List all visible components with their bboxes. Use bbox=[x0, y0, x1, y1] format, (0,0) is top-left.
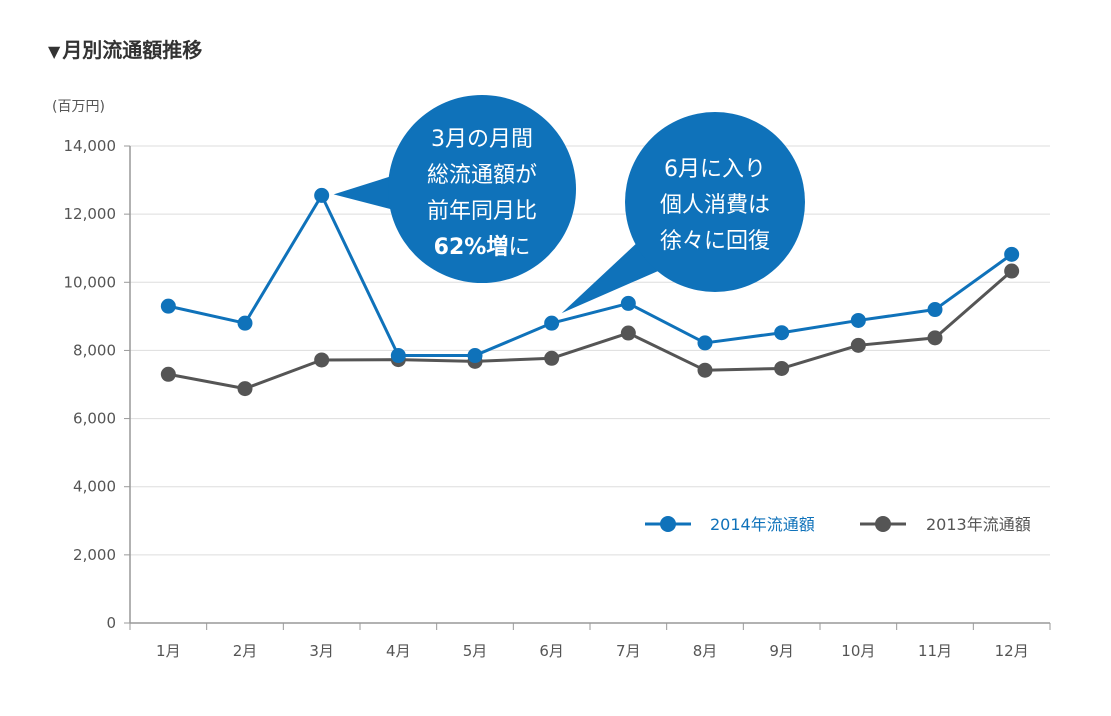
x-tick-label: 12月 bbox=[995, 642, 1029, 660]
y-tick-labels: 0 2,000 4,000 6,000 8,000 10,000 12,000 14,000 bbox=[64, 137, 117, 632]
bubble-tail bbox=[561, 240, 665, 314]
data-point bbox=[160, 298, 176, 314]
series-group bbox=[160, 187, 1020, 397]
bubble-circle bbox=[625, 112, 805, 292]
legend-label: 2013年流通額 bbox=[926, 515, 1031, 534]
y-tick-label: 4,000 bbox=[73, 478, 116, 496]
data-point bbox=[620, 295, 636, 311]
bubble-circle bbox=[388, 95, 576, 283]
bubble-text-line: 3月の月間 bbox=[431, 127, 533, 152]
x-tick-labels: 1月 2月 3月 4月 5月 6月 7月 8月 9月 10月 11月 12月 bbox=[156, 642, 1029, 660]
x-tick-label: 2月 bbox=[233, 642, 258, 660]
data-point bbox=[1004, 246, 1020, 262]
bubble-text-line: 62%増に bbox=[434, 234, 531, 260]
series-1 bbox=[160, 187, 1020, 364]
bubble-text-line: 総流通額が bbox=[427, 163, 537, 188]
data-point bbox=[467, 348, 483, 364]
data-point bbox=[697, 362, 713, 378]
bubble-text-line: 個人消費は bbox=[660, 193, 770, 218]
x-tick-label: 6月 bbox=[539, 642, 564, 660]
data-point bbox=[314, 352, 330, 368]
grid-lines bbox=[130, 145, 1050, 556]
data-point bbox=[774, 325, 790, 341]
legend-label: 2014年流通額 bbox=[710, 515, 815, 534]
data-point bbox=[544, 315, 560, 331]
x-tick-label: 11月 bbox=[918, 642, 952, 660]
data-point bbox=[544, 350, 560, 366]
series-line bbox=[168, 193, 1013, 358]
bubble-text-line: 6月に入り bbox=[664, 157, 766, 182]
x-tick-label: 8月 bbox=[693, 642, 718, 660]
legend-item-2: 2013年流通額 bbox=[860, 515, 1031, 534]
chart-title: 月別流通額推移 bbox=[62, 38, 203, 62]
x-tick-label: 1月 bbox=[156, 642, 181, 660]
y-tick-label: 12,000 bbox=[64, 205, 117, 223]
x-tick-label: 3月 bbox=[309, 642, 334, 660]
chart-heading: ▼ 月別流通額推移 bbox=[48, 34, 202, 63]
data-point bbox=[237, 381, 253, 397]
bubble-text-line: 前年同月比 bbox=[427, 199, 537, 224]
triangle-down-icon: ▼ bbox=[48, 42, 61, 61]
y-tick-label: 14,000 bbox=[64, 137, 117, 155]
x-tick-label: 10月 bbox=[841, 642, 875, 660]
legend: 2014年流通額 2013年流通額 bbox=[645, 515, 1031, 534]
bubble-text-rest: に bbox=[508, 235, 530, 260]
y-tick-label: 6,000 bbox=[73, 410, 116, 428]
data-point bbox=[927, 330, 943, 346]
bubble-text-line: 徐々に回復 bbox=[660, 229, 770, 254]
data-point bbox=[1004, 263, 1020, 279]
x-tick-label: 9月 bbox=[769, 642, 794, 660]
y-tick-label: 2,000 bbox=[73, 546, 116, 564]
y-tick-label: 0 bbox=[106, 614, 116, 632]
data-point bbox=[237, 315, 253, 331]
bubble-bold-text: 62%増 bbox=[434, 234, 509, 260]
legend-marker bbox=[875, 516, 891, 532]
axes bbox=[124, 145, 1051, 630]
data-point bbox=[927, 302, 943, 318]
data-point bbox=[774, 360, 790, 376]
series-2 bbox=[160, 263, 1020, 397]
x-tick-label: 7月 bbox=[616, 642, 641, 660]
x-tick-label: 4月 bbox=[386, 642, 411, 660]
data-point bbox=[697, 335, 713, 351]
data-point bbox=[390, 348, 406, 364]
y-axis-unit-label: (百万円) bbox=[52, 99, 105, 115]
x-tick-label: 5月 bbox=[463, 642, 488, 660]
data-point bbox=[620, 325, 636, 341]
legend-item-1: 2014年流通額 bbox=[645, 515, 815, 534]
y-tick-label: 10,000 bbox=[64, 273, 117, 291]
series-line bbox=[168, 269, 1013, 391]
data-point bbox=[160, 366, 176, 382]
y-tick-label: 8,000 bbox=[73, 341, 116, 359]
data-point bbox=[850, 312, 866, 328]
legend-marker bbox=[660, 516, 676, 532]
data-point bbox=[850, 337, 866, 353]
bubble-tail bbox=[333, 175, 402, 212]
data-point bbox=[314, 187, 330, 203]
